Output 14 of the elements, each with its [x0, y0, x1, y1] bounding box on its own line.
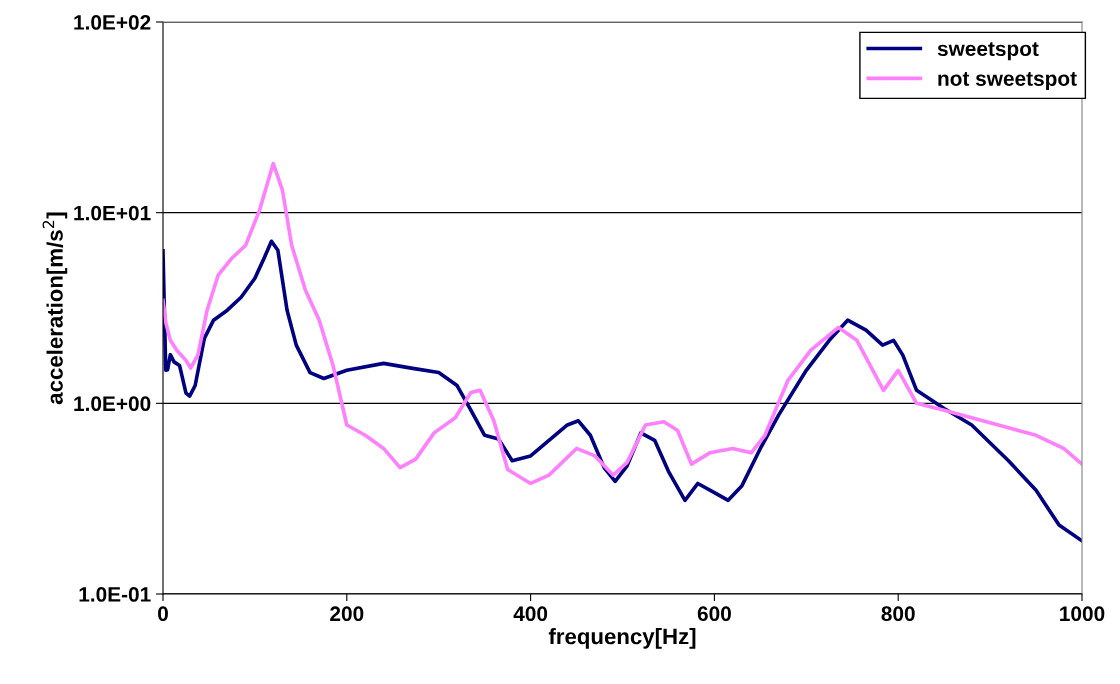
x-tick-label: 400 [513, 606, 548, 622]
y-axis-title: acceleration[m/s$^{2}$] [42, 212, 68, 405]
x-tick-label: 600 [697, 606, 731, 622]
legend-label: sweetspot [937, 42, 1039, 61]
legend-label: not sweetspot [938, 72, 1077, 91]
y-tick-label: 1.0E+02 [74, 15, 151, 30]
x-tick-label: 800 [881, 606, 915, 622]
y-tick-label: 1.0E+01 [74, 205, 151, 221]
y-tick-label: 1.0E+00 [74, 396, 151, 412]
y-tick-label: 1.0E-01 [79, 587, 151, 602]
x-tick-label: 0 [158, 606, 168, 622]
x-tick-label: 1000 [1060, 606, 1105, 622]
x-tick-label: 200 [330, 606, 364, 622]
x-axis-title: frequency[Hz] [548, 628, 696, 649]
